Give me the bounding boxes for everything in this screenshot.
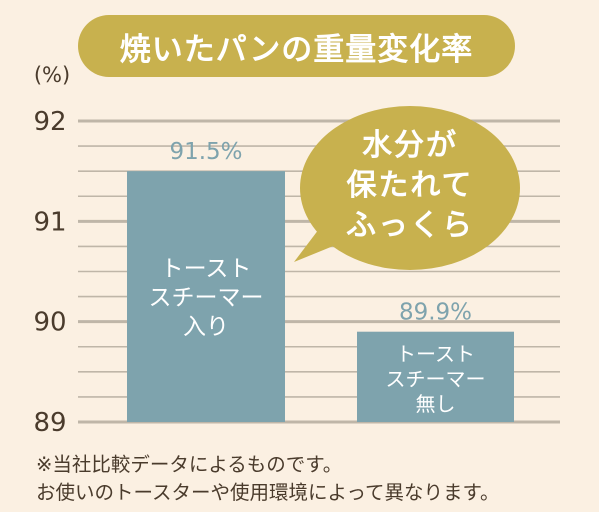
bar-chart: 92919089(%)91.5%トーストスチーマー入り89.9%トーストスチーマ…	[33, 63, 560, 438]
y-tick-label: 91	[33, 207, 66, 237]
annotation-text: 水分が	[362, 128, 458, 163]
bar-category-label: スチーマー	[149, 285, 264, 311]
bar-category-label: 入り	[183, 314, 229, 340]
footnote-2: お使いのトースターや使用環境によって異なります。	[36, 481, 500, 504]
bar-value-label: 89.9%	[399, 300, 472, 326]
y-tick-label: 89	[33, 408, 66, 438]
annotation-bubble	[300, 106, 520, 270]
y-tick-label: 90	[33, 308, 66, 338]
chart-title: 焼いたパンの重量変化率	[119, 31, 474, 68]
bar-category-label: トースト	[396, 342, 475, 366]
bar	[357, 331, 514, 422]
bar-category-label: スチーマー	[386, 367, 486, 391]
title-banner: 焼いたパンの重量変化率	[78, 15, 515, 77]
bar-category-label: 無し	[416, 392, 456, 416]
y-tick-label: 92	[33, 107, 66, 137]
y-axis-label: (%)	[34, 63, 70, 87]
footnote-1: ※当社比較データによるものです。	[36, 453, 343, 476]
bar-category-label: トースト	[161, 256, 252, 282]
annotation-text: 保たれて	[346, 168, 473, 203]
bar	[127, 171, 285, 422]
bar-value-label: 91.5%	[169, 139, 242, 165]
annotation-text: ふっくら	[346, 208, 474, 243]
